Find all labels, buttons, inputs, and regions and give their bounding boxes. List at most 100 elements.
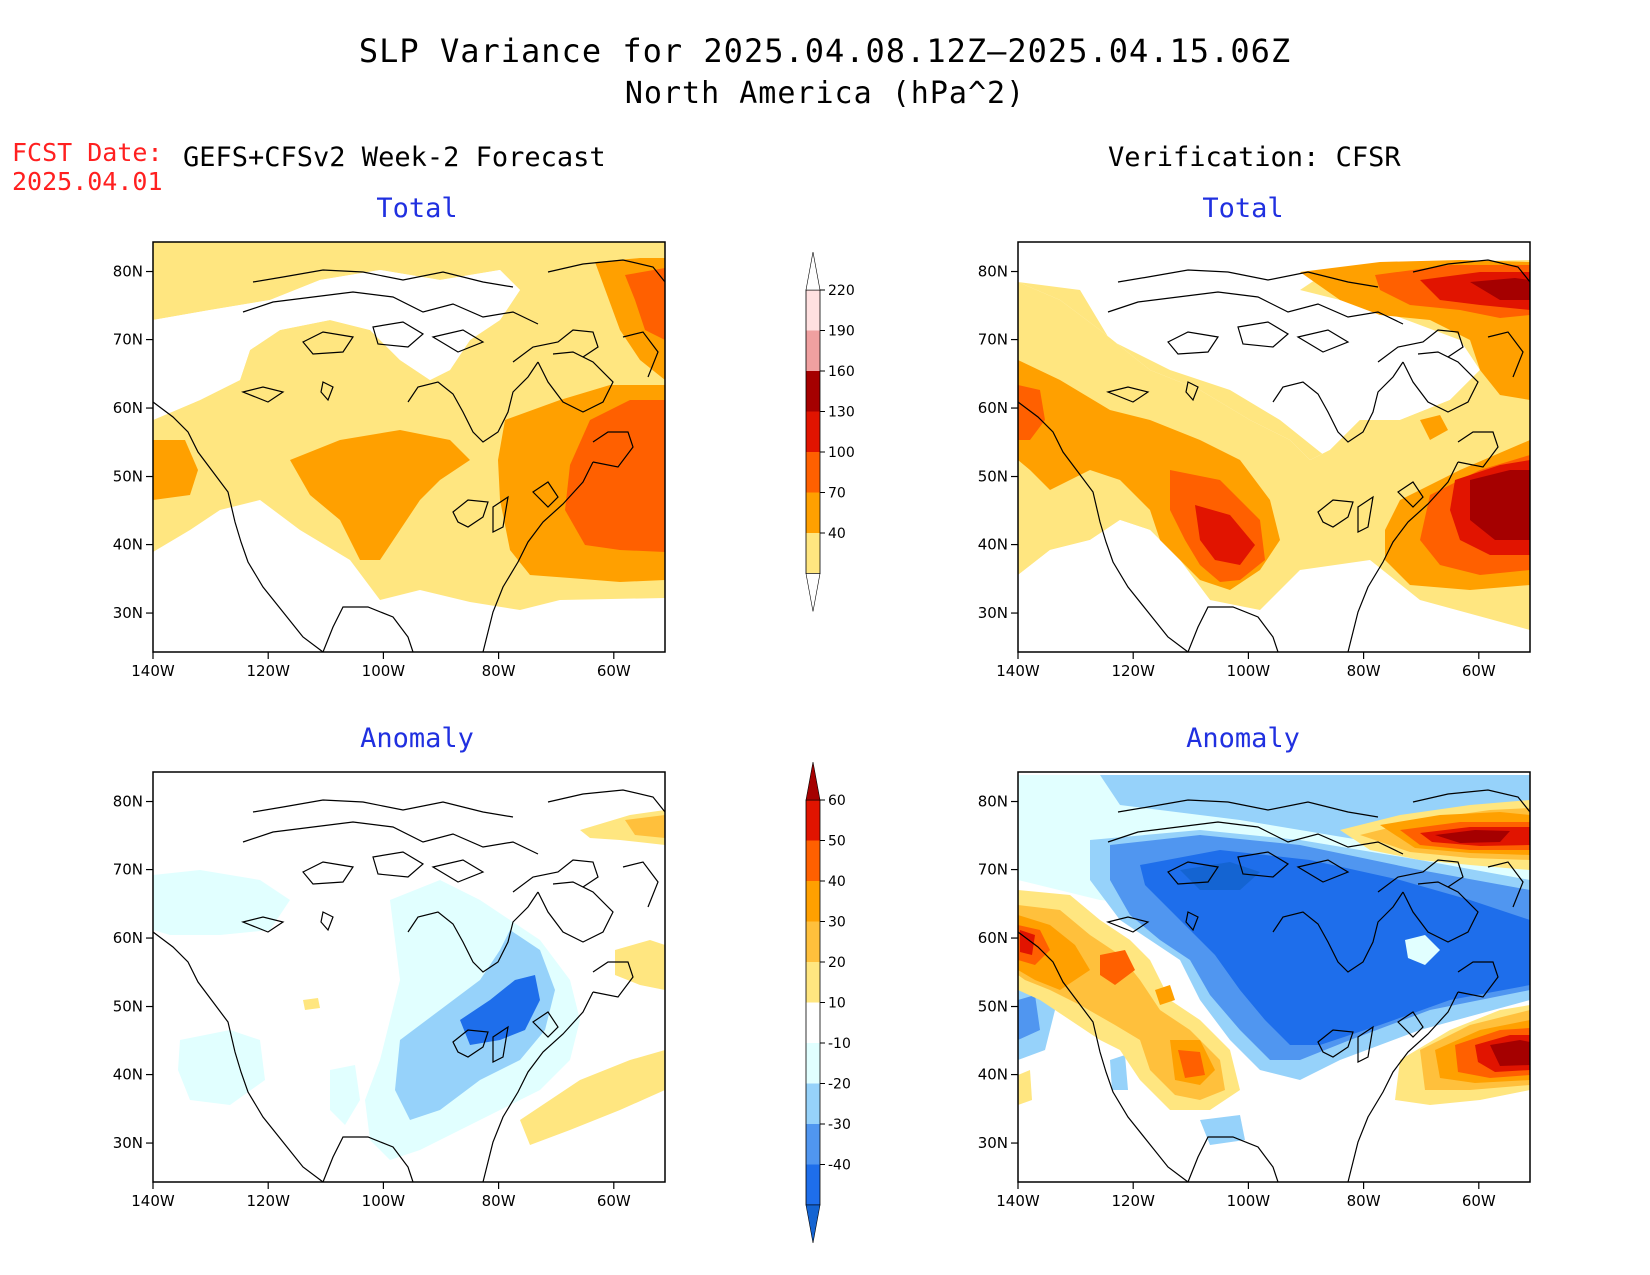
colorbar-segment: [806, 1124, 820, 1165]
lon-tick-label: 60W: [1462, 662, 1496, 680]
lat-tick-label: 50N: [113, 998, 143, 1016]
lon-tick-label: 100W: [362, 662, 406, 680]
shade-20-30: [625, 815, 665, 838]
coastline-segment: [1402, 881, 1479, 943]
colorbar-segment: [806, 1002, 820, 1043]
coastline-segment: [537, 351, 614, 413]
coastline-segment: [1317, 499, 1354, 528]
coastline-segment: [1185, 381, 1199, 402]
lon-tick-label: 140W: [131, 1192, 175, 1210]
colorbar-anomaly: -40 -30 -20 -10 10 20 30 40 50 60: [805, 761, 851, 1244]
colorbar-label: -10: [828, 1036, 851, 1052]
coastline-segment: [1117, 799, 1379, 818]
coastline-segment: [302, 331, 355, 355]
lat-tick-label: 40N: [978, 1066, 1008, 1084]
coastline-segment: [482, 461, 594, 652]
colorbar-segment: [806, 492, 820, 533]
coastline-segment: [1272, 891, 1404, 973]
coastline-segment: [153, 401, 324, 652]
lat-tick-label: 80N: [113, 793, 143, 811]
panel-frame: [152, 771, 666, 1183]
colorbar-segment: [806, 800, 820, 841]
colorbar-label: 130: [828, 405, 855, 421]
lon-tick-label: 120W: [1111, 1192, 1155, 1210]
coastline-forecast-total: [153, 259, 665, 652]
fcst-date-caption: FCST Date:: [12, 138, 163, 167]
coastline-segment: [1107, 821, 1404, 855]
panel-title-verification-anomaly: Anomaly: [1186, 723, 1300, 754]
coastline-segment: [592, 431, 634, 468]
colorbar-segment: [806, 1083, 820, 1124]
coastline-segment: [547, 789, 665, 813]
lat-tick-label: 40N: [978, 536, 1008, 554]
coastline-segment: [1272, 361, 1404, 443]
coastline-segment: [1296, 329, 1350, 353]
coastline-segment: [1187, 606, 1279, 652]
coastline-segment: [1106, 916, 1150, 933]
colorbar-segment: [806, 921, 820, 962]
colorbar-segment: [806, 371, 820, 412]
coastline-segment: [1107, 291, 1404, 325]
coastline-segment: [322, 606, 414, 652]
forecast-anomaly-map: [153, 772, 665, 1182]
coastline-segment: [407, 891, 539, 973]
shade-minus40: [1140, 850, 1530, 1045]
colorbar-label: 20: [828, 955, 846, 971]
coastline-segment: [1397, 481, 1424, 508]
lon-tick-label: 60W: [1462, 1192, 1496, 1210]
coastline-segment: [537, 881, 614, 943]
verification-column-header: Verification: CFSR: [1108, 142, 1401, 173]
coastline-segment: [1457, 961, 1499, 998]
coastline-verification-anomaly: [1018, 789, 1530, 1182]
coastline-segment: [452, 499, 489, 528]
shade-above-60: [1435, 830, 1510, 843]
colorbar-label: 60: [828, 793, 846, 809]
forecast-total-map: [153, 242, 665, 652]
lat-tick-label: 40N: [113, 1066, 143, 1084]
lon-tick-label: 60W: [597, 1192, 631, 1210]
coastline-segment: [1185, 911, 1199, 932]
lat-tick-label: 30N: [978, 604, 1008, 622]
colorbar-segment: [806, 533, 820, 574]
main-subtitle: North America (hPa^2): [624, 76, 1026, 111]
colorbar-label: 220: [828, 283, 855, 299]
panel-title-verification-total: Total: [1202, 193, 1284, 224]
coastline-segment: [1357, 495, 1374, 533]
colorbar-segment: [806, 411, 820, 452]
coastline-segment: [1347, 991, 1459, 1182]
colorbar-label: 40: [828, 526, 846, 542]
coastline-segment: [1296, 859, 1350, 883]
lat-tick-label: 50N: [978, 468, 1008, 486]
lon-tick-label: 80W: [1347, 662, 1381, 680]
colorbar-segment: [806, 1043, 820, 1084]
colorbar-label: 50: [828, 834, 846, 850]
main-title: SLP Variance for 2025.04.08.12Z–2025.04.…: [358, 32, 1292, 70]
panel-frame: [1017, 771, 1531, 1183]
lon-tick-label: 140W: [996, 1192, 1040, 1210]
fcst-date-label: FCST Date: 2025.04.01: [12, 138, 163, 196]
coastline-segment: [252, 269, 514, 288]
colorbar-segment: [806, 962, 820, 1003]
lat-tick-label: 80N: [978, 263, 1008, 281]
lon-tick-label: 120W: [1111, 662, 1155, 680]
lat-tick-label: 60N: [978, 399, 1008, 417]
fcst-date-value: 2025.04.01: [12, 167, 163, 196]
colorbar-label: 70: [828, 486, 846, 502]
coastline-segment: [1187, 1136, 1279, 1182]
shade-130-160: [1195, 505, 1255, 565]
colorbar-segment: [806, 1164, 820, 1205]
lon-tick-label: 140W: [131, 662, 175, 680]
lat-tick-label: 40N: [113, 536, 143, 554]
colorbar-segment: [806, 840, 820, 881]
colorbar-segment: [806, 330, 820, 371]
colorbar-segment: [806, 290, 820, 331]
lat-tick-label: 80N: [978, 793, 1008, 811]
colorbar-label: 100: [828, 445, 855, 461]
lat-tick-label: 60N: [113, 929, 143, 947]
coastline-segment: [492, 1025, 509, 1063]
lon-tick-label: 140W: [996, 662, 1040, 680]
lat-tick-label: 30N: [978, 1134, 1008, 1152]
coastline-segment: [241, 916, 285, 933]
coastline-segment: [372, 321, 425, 348]
panel-frame: [1017, 241, 1531, 653]
